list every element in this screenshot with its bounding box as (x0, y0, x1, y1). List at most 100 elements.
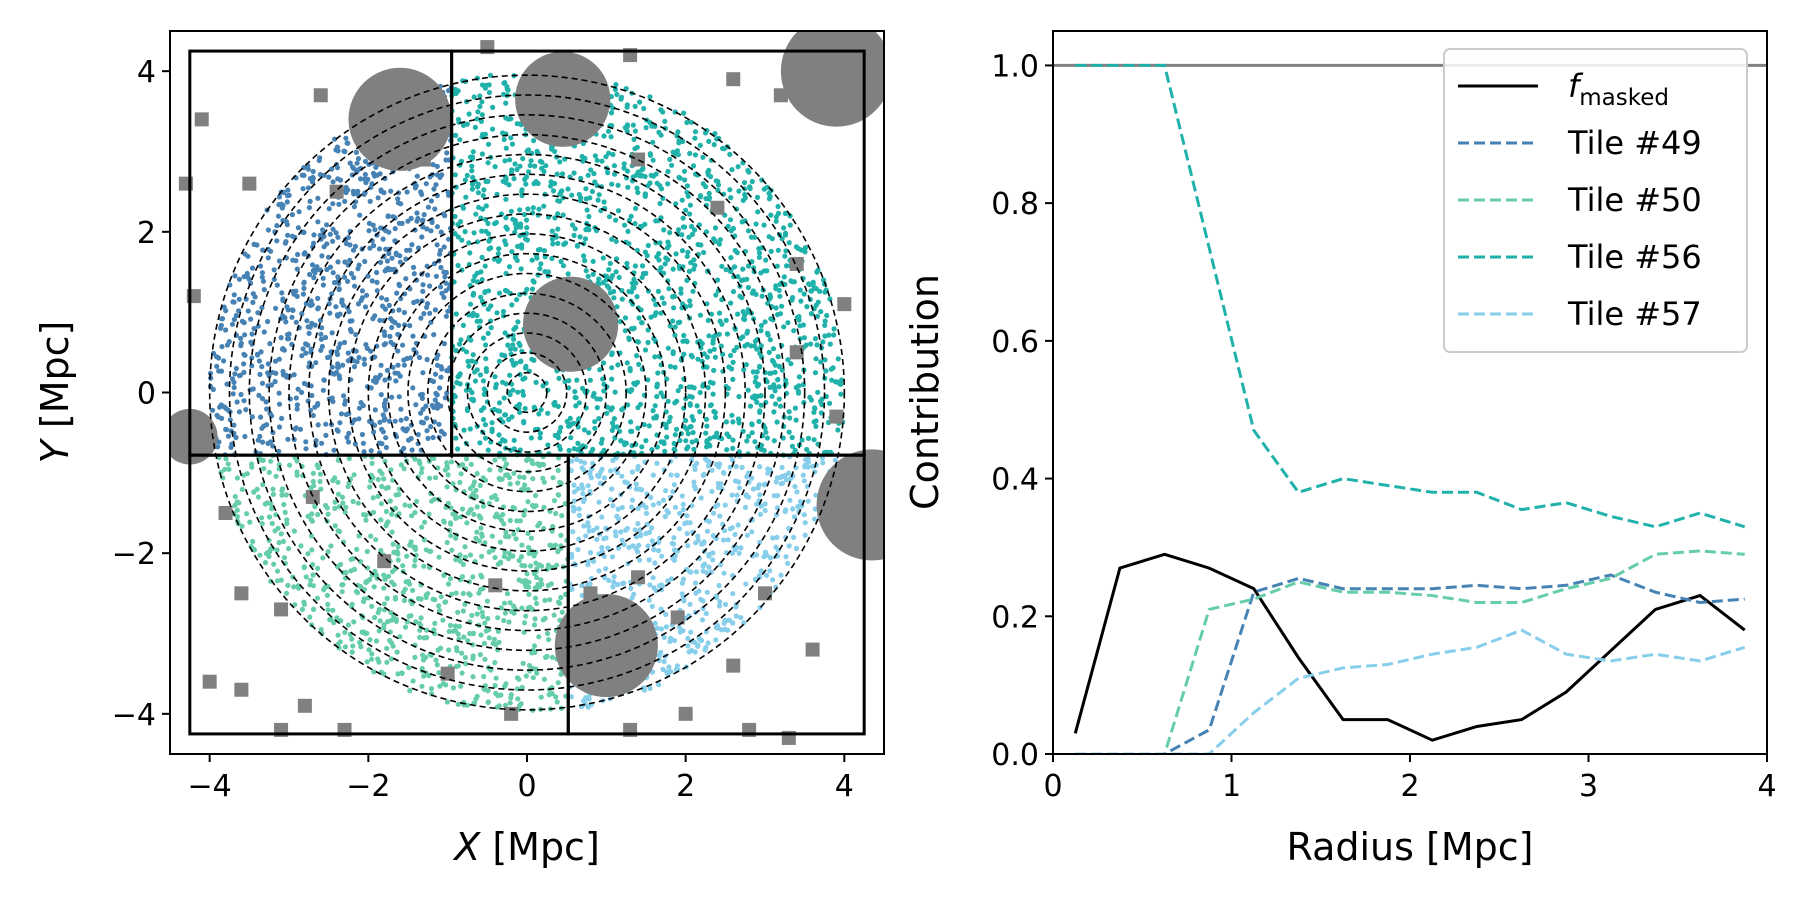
galaxy-point (249, 331, 255, 337)
galaxy-point (511, 531, 517, 537)
galaxy-point (371, 243, 377, 249)
galaxy-point (244, 274, 251, 280)
galaxy-point (251, 325, 257, 332)
galaxy-point (538, 577, 544, 583)
galaxy-point (314, 462, 320, 468)
galaxy-point (713, 637, 719, 643)
galaxy-point (330, 201, 336, 207)
galaxy-point (670, 318, 676, 324)
galaxy-point (738, 336, 744, 342)
galaxy-point (348, 329, 354, 335)
galaxy-point (222, 466, 228, 472)
galaxy-point (641, 685, 647, 691)
galaxy-point (404, 189, 410, 195)
galaxy-point (466, 591, 472, 597)
galaxy-point (754, 393, 761, 399)
galaxy-point (425, 301, 431, 307)
galaxy-point (610, 503, 616, 509)
galaxy-point (684, 277, 690, 283)
galaxy-point (249, 363, 255, 369)
galaxy-point (528, 563, 534, 569)
galaxy-point (727, 151, 733, 157)
galaxy-point (802, 532, 808, 538)
galaxy-point (597, 367, 603, 373)
galaxy-point (520, 156, 526, 162)
galaxy-point (652, 620, 658, 626)
galaxy-point (502, 438, 508, 444)
galaxy-point (467, 426, 473, 432)
galaxy-point (281, 555, 287, 561)
galaxy-point (303, 446, 309, 452)
galaxy-point (708, 157, 715, 163)
galaxy-point (387, 498, 393, 504)
galaxy-point (706, 459, 712, 465)
galaxy-point (656, 500, 662, 506)
galaxy-point (507, 372, 513, 378)
galaxy-point (492, 660, 498, 666)
galaxy-point (271, 561, 277, 567)
galaxy-point (417, 634, 423, 641)
galaxy-point (688, 629, 694, 635)
galaxy-point (624, 104, 630, 110)
galaxy-point (393, 378, 399, 384)
galaxy-point (308, 577, 314, 584)
galaxy-point (388, 656, 395, 662)
galaxy-point (340, 302, 346, 308)
galaxy-point (692, 649, 698, 655)
galaxy-point (509, 302, 515, 308)
galaxy-point (423, 654, 429, 660)
galaxy-point (661, 634, 667, 641)
galaxy-point (481, 386, 487, 392)
galaxy-point (506, 475, 512, 481)
galaxy-point (230, 391, 236, 397)
mask-region-small (242, 176, 257, 191)
galaxy-point (340, 582, 346, 588)
galaxy-point (706, 138, 712, 144)
galaxy-point (742, 504, 749, 510)
galaxy-point (296, 209, 302, 215)
galaxy-point (330, 238, 336, 244)
galaxy-point (371, 669, 377, 675)
annulus-circle (506, 371, 548, 414)
galaxy-point (685, 249, 691, 255)
galaxy-point (349, 318, 355, 324)
galaxy-point (747, 185, 753, 192)
galaxy-point (310, 572, 316, 578)
galaxy-point (536, 411, 542, 417)
galaxy-point (218, 368, 225, 374)
galaxy-point (403, 276, 409, 282)
galaxy-point (635, 505, 641, 511)
galaxy-point (523, 613, 529, 619)
galaxy-point (763, 429, 769, 435)
galaxy-point (381, 342, 387, 348)
legend-label: Tile #50 (1567, 181, 1702, 219)
galaxy-point (442, 274, 448, 280)
galaxy-point (268, 382, 275, 388)
galaxy-point (390, 214, 396, 220)
galaxy-point (586, 696, 592, 702)
galaxy-point (554, 699, 560, 705)
galaxy-point (259, 396, 266, 402)
galaxy-point (637, 557, 643, 563)
galaxy-point (433, 273, 439, 279)
galaxy-point (744, 532, 751, 538)
galaxy-point (764, 379, 770, 385)
galaxy-point (458, 158, 465, 164)
galaxy-point (388, 316, 394, 322)
galaxy-point (321, 172, 327, 178)
galaxy-point (832, 457, 839, 463)
galaxy-point (684, 520, 690, 526)
galaxy-point (522, 236, 529, 242)
galaxy-point (812, 336, 819, 342)
galaxy-point (218, 322, 224, 329)
galaxy-point (629, 469, 636, 475)
galaxy-point (697, 193, 704, 199)
galaxy-point (826, 332, 832, 338)
galaxy-point (753, 552, 760, 558)
galaxy-point (289, 212, 295, 218)
galaxy-point (811, 437, 817, 443)
galaxy-point (335, 274, 341, 280)
mask-region-small (829, 409, 844, 424)
galaxy-point (410, 678, 416, 684)
galaxy-point (767, 468, 773, 474)
